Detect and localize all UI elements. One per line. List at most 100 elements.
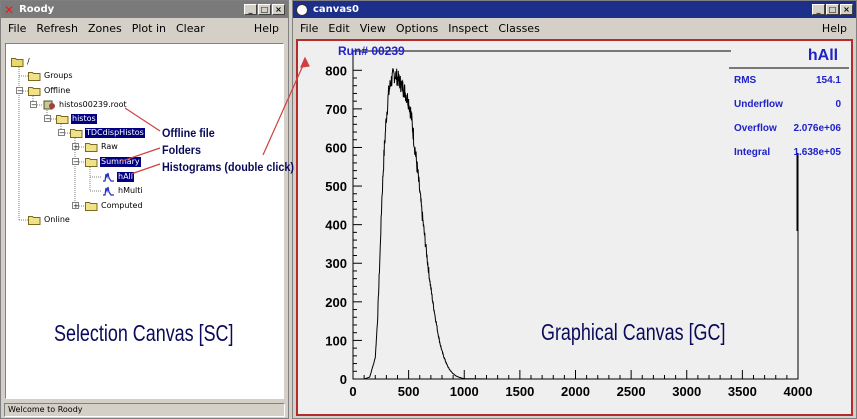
canvas-window-title: canvas0 [313, 4, 359, 15]
tree-node-groups[interactable]: Groups [28, 71, 74, 81]
menu-clear[interactable]: Clear [175, 21, 205, 35]
y-tick-label: 0 [340, 372, 347, 387]
menu-options[interactable]: Options [395, 21, 439, 35]
x-tick-label: 2500 [617, 384, 646, 399]
tree-node-offline[interactable]: Offline [28, 86, 71, 96]
menu-help[interactable]: Help [821, 21, 847, 35]
menu-file[interactable]: File [8, 21, 27, 35]
tree-node-histos[interactable]: histos [56, 114, 97, 124]
roody-window: ✕ Roody _ □ × File Refresh Zones Plot in… [0, 0, 289, 419]
expand-raw-icon[interactable]: + [72, 143, 79, 151]
canvas-title-bar[interactable]: canvas0 _ □ × [293, 1, 856, 18]
close-icon[interactable]: × [840, 4, 853, 15]
tree-node-raw[interactable]: Raw [85, 142, 119, 152]
stats-label: RMS [734, 75, 757, 86]
tree-node-online[interactable]: Online [28, 215, 71, 225]
annotation-offline-file: Offline file [162, 126, 215, 140]
roody-title-bar[interactable]: ✕ Roody _ □ × [1, 1, 288, 18]
y-tick-label: 100 [325, 333, 347, 348]
stats-value: 154.1 [816, 75, 841, 86]
tree-node-hall[interactable]: hAll [102, 172, 134, 182]
menu-edit[interactable]: Edit [328, 21, 350, 35]
tree-node-computed[interactable]: Computed [85, 201, 144, 211]
menu-help[interactable]: Help [253, 21, 279, 35]
tree-node-summary[interactable]: Summary [85, 157, 141, 167]
menu-classes[interactable]: Classes [498, 21, 540, 35]
menu-plot-in[interactable]: Plot in [131, 21, 166, 35]
status-bar: Welcome to Roody [4, 403, 285, 417]
canvas-menubar: File Edit View Options Inspect Classes H… [293, 18, 856, 38]
menu-inspect[interactable]: Inspect [448, 21, 489, 35]
y-tick-label: 500 [325, 179, 347, 194]
folder-icon [28, 216, 41, 225]
x-tick-label: 4000 [784, 384, 813, 399]
x-tick-label: 0 [349, 384, 356, 399]
stats-value: 2.076e+06 [793, 123, 841, 134]
maximize-icon[interactable]: □ [258, 4, 271, 15]
y-tick-label: 600 [325, 140, 347, 155]
collapse-summary-icon[interactable]: − [72, 158, 79, 166]
folder-open-icon [56, 115, 69, 124]
tree-node-root[interactable]: / [11, 57, 31, 67]
close-icon[interactable]: × [272, 4, 285, 15]
minimize-icon[interactable]: _ [244, 4, 257, 15]
x-tick-label: 500 [398, 384, 420, 399]
tree-lines [18, 67, 102, 221]
collapse-file-icon[interactable]: − [30, 101, 37, 109]
stats-label: Underflow [734, 99, 783, 110]
x-tick-label: 3000 [672, 384, 701, 399]
collapse-histos-icon[interactable]: − [44, 115, 51, 123]
root-file-icon [43, 100, 55, 110]
annotation-histograms: Histograms (double click) [162, 160, 295, 174]
annotation-folders: Folders [162, 143, 202, 157]
menu-file[interactable]: File [300, 21, 319, 35]
tree-node-root-file[interactable]: histos00239.root [43, 100, 128, 110]
x-tick-label: 1000 [450, 384, 479, 399]
y-tick-label: 700 [325, 102, 347, 117]
y-tick-label: 300 [325, 256, 347, 271]
roody-menubar: File Refresh Zones Plot in Clear Help [1, 18, 288, 38]
folder-open-icon [70, 129, 83, 138]
stats-label: Overflow [734, 123, 777, 134]
minimize-icon[interactable]: _ [812, 4, 825, 15]
selection-canvas-label: Selection Canvas [SC] [54, 320, 234, 346]
graphical-canvas-label: Graphical Canvas [GC] [541, 319, 726, 345]
histogram-icon [103, 172, 114, 182]
menu-zones[interactable]: Zones [87, 21, 122, 35]
folder-icon [85, 202, 98, 211]
menu-view[interactable]: View [359, 21, 386, 35]
selection-canvas[interactable]: / Groups Offline − histos00239.root − hi… [5, 43, 284, 399]
folder-icon [28, 72, 41, 81]
expand-computed-icon[interactable]: + [72, 202, 79, 210]
stats-value: 1.638e+05 [793, 147, 841, 158]
y-tick-label: 800 [325, 63, 347, 78]
graphical-canvas[interactable]: 0 500 1000 1500 2000 2500 3000 3500 4000 0 100 200 3… [296, 39, 853, 416]
x-tick-label: 1500 [505, 384, 534, 399]
maximize-icon[interactable]: □ [826, 4, 839, 15]
histogram-series-line [363, 68, 520, 380]
folder-icon [85, 143, 98, 152]
histogram-icon [103, 186, 114, 196]
x-tick-label: 2000 [561, 384, 590, 399]
roody-app-icon: ✕ [4, 2, 15, 17]
histogram-plot[interactable]: 0 500 1000 1500 2000 2500 3000 3500 400001002003… [298, 41, 851, 414]
collapse-tdc-icon[interactable]: − [58, 129, 65, 137]
roody-window-title: Roody [19, 4, 55, 15]
run-label: Run# 00239 [338, 44, 405, 58]
y-tick-label: 400 [325, 218, 347, 233]
canvas-app-icon [296, 3, 308, 16]
tree-node-hmulti[interactable]: hMulti [102, 186, 144, 196]
stats-box [731, 41, 849, 153]
canvas-window: canvas0 _ □ × File Edit View Options Ins… [292, 0, 857, 419]
x-tick-label: 3500 [728, 384, 757, 399]
stats-value: 0 [835, 99, 841, 110]
folder-open-icon [85, 158, 98, 167]
menu-refresh[interactable]: Refresh [36, 21, 78, 35]
collapse-offline-icon[interactable]: − [16, 87, 23, 95]
y-tick-label: 200 [325, 295, 347, 310]
folder-open-icon [11, 58, 24, 67]
stats-label: Integral [734, 147, 770, 158]
stats-title: hAll [808, 47, 838, 64]
tree-node-tdcdisphistos[interactable]: TDCdispHistos [70, 128, 145, 138]
folder-open-icon [28, 87, 41, 96]
